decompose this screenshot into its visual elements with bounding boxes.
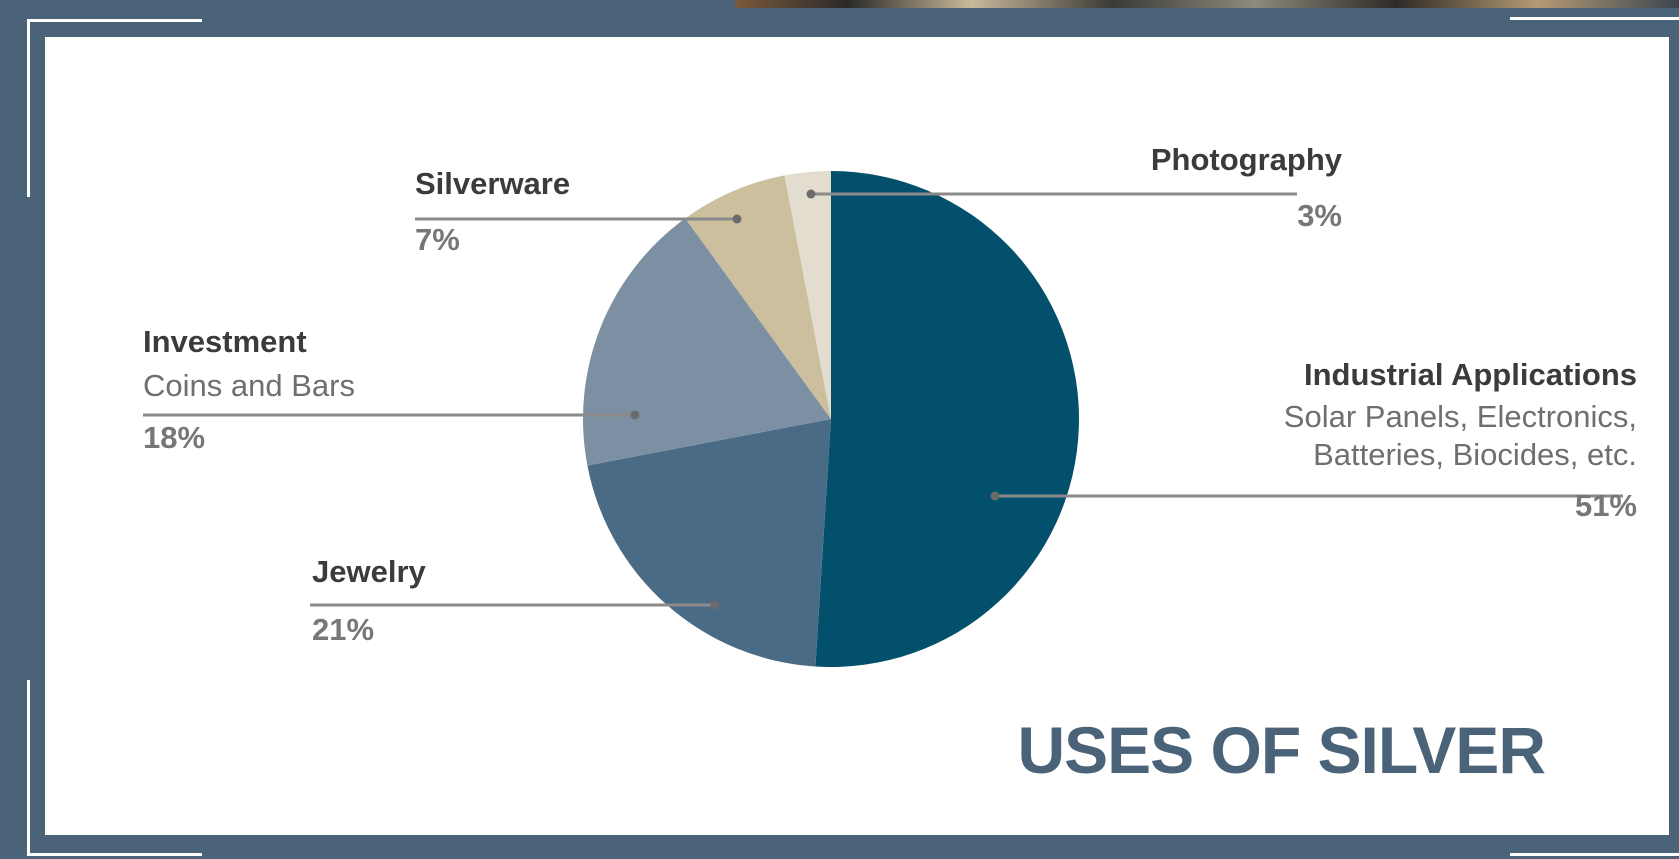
corner-br-h bbox=[1510, 853, 1679, 856]
label-industrial: Industrial Applications Solar Panels, El… bbox=[1237, 356, 1637, 525]
slice-pct-silverware: 7% bbox=[415, 221, 460, 257]
corner-bl-v bbox=[27, 680, 30, 856]
label-investment: Investment Coins and Bars 18% bbox=[143, 323, 355, 456]
pie-chart bbox=[143, 171, 1623, 667]
slice-pct-investment: 18% bbox=[143, 419, 206, 455]
slice-pct-jewelry: 21% bbox=[312, 611, 375, 647]
corner-tl-v bbox=[27, 19, 30, 197]
pie-slice-silverware bbox=[685, 175, 831, 419]
pie-slice-industrial bbox=[815, 171, 1080, 667]
page-title: USES OF SILVER bbox=[1017, 713, 1546, 787]
leader-dot-photography bbox=[806, 189, 816, 199]
label-photography: Photography 3% bbox=[1151, 141, 1342, 235]
slice-pct-photography: 3% bbox=[1297, 197, 1342, 233]
background-photo-strip bbox=[735, 0, 1679, 8]
slice-label-jewelry: Jewelry bbox=[312, 554, 426, 589]
leader-dot-jewelry bbox=[710, 600, 720, 610]
slice-label-photography: Photography bbox=[1150, 142, 1342, 177]
slice-sublabel-industrial: Solar Panels, Electronics, Batteries, Bi… bbox=[1283, 398, 1637, 472]
corner-tr-h bbox=[1510, 17, 1679, 20]
pie-slice-jewelry bbox=[587, 419, 831, 667]
label-silverware: Silverware 7% bbox=[415, 165, 570, 259]
slice-pct-industrial: 51% bbox=[1574, 488, 1637, 524]
leader-dot-silverware bbox=[732, 214, 742, 224]
pie-slice-investment bbox=[582, 218, 831, 466]
slice-label-investment: Investment bbox=[143, 324, 307, 359]
leader-dot-industrial bbox=[990, 491, 1000, 501]
pie-slice-photography bbox=[784, 171, 831, 419]
content-panel: Photography 3% Silverware 7% Investment … bbox=[45, 37, 1669, 835]
corner-bl-h bbox=[27, 853, 202, 856]
corner-tl-h bbox=[27, 19, 202, 22]
slice-sublabel-investment: Coins and Bars bbox=[143, 367, 355, 403]
slice-label-silverware: Silverware bbox=[415, 166, 571, 201]
leader-dot-investment bbox=[630, 410, 640, 420]
slice-label-industrial: Industrial Applications bbox=[1304, 357, 1637, 392]
label-jewelry: Jewelry 21% bbox=[312, 553, 426, 649]
